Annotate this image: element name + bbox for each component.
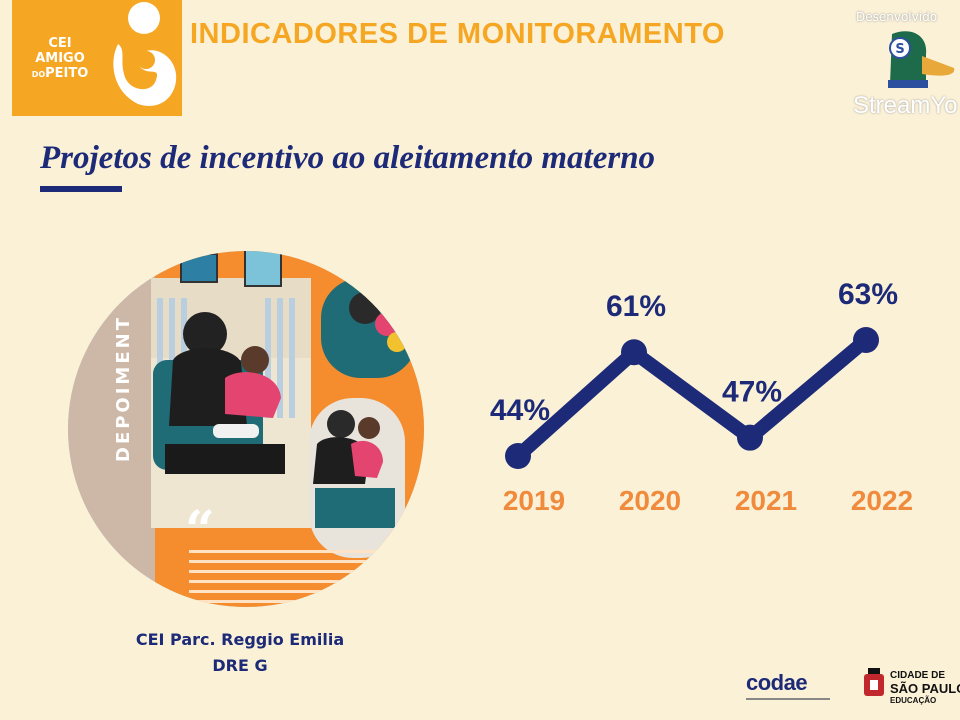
cei-amigo-do-peito-logo: CEI AMIGO DOPEITO bbox=[12, 0, 182, 116]
data-label-2021: 47% bbox=[722, 376, 782, 409]
header-title: INDICADORES DE MONITORAMENTO bbox=[190, 18, 725, 50]
logo-line-peito: PEITO bbox=[45, 66, 89, 81]
data-point-2022 bbox=[853, 327, 879, 353]
logo-line-cei: CEI bbox=[48, 36, 72, 51]
sp-line2: SÃO PAULO bbox=[890, 681, 960, 696]
photo-caption-line2: DRE G bbox=[212, 656, 268, 675]
watermark-label: Desenvolvido bbox=[856, 10, 938, 24]
data-point-2020 bbox=[621, 339, 647, 366]
logo-line-amigo: AMIGO bbox=[35, 51, 85, 66]
subtitle-underline bbox=[40, 186, 122, 192]
photo-banner-text: DEPOIMENT bbox=[113, 315, 134, 462]
series-line bbox=[511, 333, 873, 463]
codae-name: codae bbox=[746, 670, 808, 695]
category-label-2022: 2022 bbox=[851, 485, 913, 516]
breastfeeding-line-chart: 44% 2019 61% 2020 47% 2021 63% 2022 bbox=[490, 278, 913, 516]
sao-paulo-crest-icon bbox=[864, 668, 884, 696]
watermark-brand: StreamYo bbox=[853, 92, 958, 119]
category-label-2021: 2021 bbox=[735, 485, 797, 516]
streamyard-duck-icon: S bbox=[888, 31, 955, 88]
logo-text: CEI AMIGO DOPEITO bbox=[20, 36, 100, 82]
sao-paulo-education-logo: CIDADE DE SÃO PAULO EDUCAÇÃO bbox=[862, 668, 960, 706]
slide-subtitle: Projetos de incentivo ao aleitamento mat… bbox=[40, 140, 656, 176]
svg-text:S: S bbox=[895, 42, 904, 57]
sp-line1: CIDADE DE bbox=[890, 670, 946, 681]
data-label-2019: 44% bbox=[490, 394, 550, 427]
logo-line-do: DO bbox=[31, 70, 46, 79]
photo-caption-line1: CEI Parc. Reggio Emilia bbox=[135, 630, 345, 649]
codae-subline bbox=[746, 698, 830, 700]
data-point-2021 bbox=[737, 424, 763, 451]
category-label-2020: 2020 bbox=[619, 485, 681, 516]
testimonial-photo: DEPOIMENT “ bbox=[68, 251, 424, 607]
data-point-2019 bbox=[505, 443, 531, 469]
data-label-2022: 63% bbox=[838, 278, 898, 311]
sp-line3: EDUCAÇÃO bbox=[890, 696, 937, 705]
category-label-2019: 2019 bbox=[503, 485, 565, 516]
codae-logo: codae bbox=[746, 670, 830, 700]
mother-child-icon bbox=[113, 2, 177, 106]
data-label-2020: 61% bbox=[606, 290, 666, 323]
